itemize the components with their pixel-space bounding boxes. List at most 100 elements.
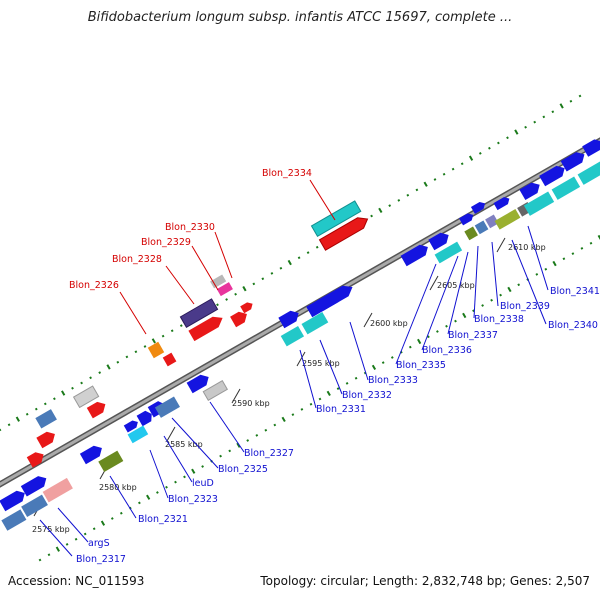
gene-blon-2328[interactable] (179, 298, 225, 342)
gene-blon-2321[interactable] (0, 464, 75, 531)
gc-dot (378, 207, 383, 214)
gc-dot (47, 553, 51, 557)
gc-dot (116, 360, 120, 364)
gc-dot (318, 397, 322, 401)
gc-dot (326, 390, 331, 397)
gc-dot (390, 356, 394, 359)
gene-label: leuD (192, 478, 214, 489)
gene-label: Blon_2338 (474, 314, 524, 325)
gene-label: Blon_2335 (396, 360, 446, 371)
gc-dot (134, 350, 138, 354)
gene-upper-grey[interactable] (72, 385, 109, 421)
gene-blon-2333[interactable] (278, 308, 301, 329)
map-title: Bifidobacterium longum subsp. infantis A… (87, 10, 513, 25)
gc-dot (562, 257, 566, 261)
gene-label: Blon_2326 (69, 280, 119, 291)
gc-dot (0, 428, 2, 432)
tick-label: 2580 kbp (99, 483, 137, 492)
gc-dot (119, 511, 123, 515)
gene-leud[interactable] (127, 425, 149, 444)
gc-dot (156, 491, 159, 494)
gc-dot (551, 110, 555, 114)
gc-dot (345, 382, 349, 385)
gene-blon-2327[interactable] (186, 367, 229, 406)
gc-dot (174, 480, 177, 484)
gc-dot (165, 485, 168, 489)
gene-label: Blon_2323 (168, 494, 218, 505)
gc-dot (143, 345, 147, 348)
gc-dot (381, 361, 385, 364)
gene-label: Blon_2332 (342, 390, 392, 401)
gene-label: Blon_2329 (141, 237, 191, 248)
gene-blon-2332[interactable] (306, 282, 355, 318)
gc-dot (535, 273, 539, 276)
gc-dot (370, 214, 373, 218)
gc-dot (234, 292, 237, 296)
gene-blon-2331[interactable] (280, 311, 329, 347)
gc-dot (490, 298, 493, 302)
tick-label: 2585 kbp (165, 440, 203, 449)
gc-dot (433, 178, 437, 181)
gc-dot (219, 454, 222, 458)
gc-dot (53, 397, 56, 401)
accession-text: Accession: NC_011593 (8, 574, 145, 588)
gc-dot (397, 199, 401, 202)
gc-dot (65, 543, 69, 546)
gc-dot (462, 312, 467, 319)
gc-dot (415, 188, 419, 192)
gene-blon-2341[interactable] (513, 136, 600, 216)
gene-label: Blon_2339 (500, 301, 550, 312)
gene-label: Blon_2331 (316, 404, 366, 415)
gc-dot (315, 245, 319, 249)
gc-dot (336, 387, 340, 390)
gene-labels-blue: Blon_2327 Blon_2325 leuD Blon_2323 Blon_… (76, 286, 600, 565)
gc-dot (481, 304, 484, 307)
tick-label: 2595 kbp (302, 359, 340, 368)
tick-label: 2605 kbp (437, 281, 475, 290)
genes-lower[interactable] (0, 136, 600, 531)
gc-dot (454, 319, 457, 323)
gc-dot (406, 193, 410, 197)
gene-label: Blon_2317 (76, 554, 126, 565)
genome-map[interactable]: 2575 kbp 2580 kbp 2585 kbp 2590 kbp 2595… (0, 0, 600, 570)
gene-label: argS (88, 538, 110, 549)
gc-dot (92, 527, 96, 531)
gene-blon-2330[interactable] (228, 300, 259, 328)
gene-blon-2325[interactable] (122, 393, 180, 436)
leader-lines-blue (39, 225, 549, 557)
gc-dot (43, 402, 47, 406)
gc-dot (246, 439, 250, 442)
gc-dot (507, 286, 512, 293)
gc-dot (300, 408, 304, 411)
gc-dot (589, 241, 593, 245)
gc-dot (533, 120, 537, 124)
gene-blon-2323[interactable] (79, 437, 124, 478)
gene-blon-2337[interactable] (455, 199, 499, 241)
gene-blon-2334[interactable] (310, 200, 370, 251)
gc-dot (151, 338, 156, 344)
gc-dot (281, 416, 286, 423)
gc-dot (264, 428, 268, 432)
gene-label: Blon_2336 (422, 345, 472, 356)
genes-upper[interactable] (21, 200, 371, 468)
gene-blon-2335[interactable] (400, 228, 463, 279)
gc-dot (110, 517, 114, 520)
gene-blon-2329[interactable] (210, 273, 233, 297)
gc-dot (61, 390, 66, 396)
gc-dot (125, 355, 129, 359)
gc-dot (542, 115, 546, 119)
gc-dot (252, 282, 256, 286)
gc-dot (161, 334, 165, 338)
tick-labels: 2575 kbp 2580 kbp 2585 kbp 2590 kbp 2595… (32, 243, 546, 534)
gc-dot (388, 204, 392, 207)
gc-dot (228, 449, 232, 453)
gc-dot (89, 376, 92, 380)
gene-label: Blon_2341 (550, 286, 600, 297)
gene-upper-steel[interactable] (35, 409, 57, 429)
gene-upper-red-pair[interactable] (21, 429, 64, 468)
gc-dot (287, 259, 292, 266)
gc-dot (242, 286, 247, 292)
gene-blon-2326[interactable] (147, 339, 177, 371)
gc-dot (569, 99, 573, 103)
gc-dot (354, 376, 358, 380)
